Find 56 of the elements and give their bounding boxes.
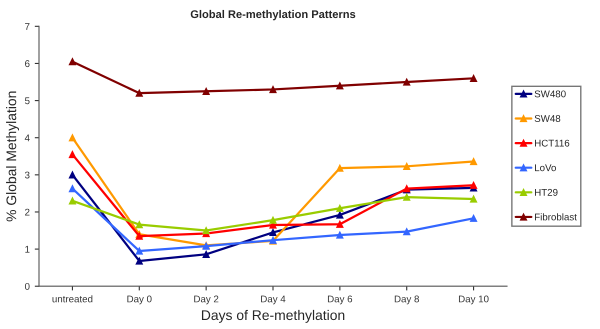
point (68, 58, 76, 66)
point (136, 90, 143, 97)
x-axis-title: Days of Re-methylation (202, 310, 344, 323)
point (403, 228, 410, 236)
y-axis-title: % Global Methylation (6, 92, 20, 222)
point (202, 226, 210, 234)
y-tick-label: 0 (24, 282, 30, 290)
point (336, 211, 344, 219)
point (336, 231, 344, 239)
point (269, 228, 277, 236)
y-tick-label: 2 (25, 208, 30, 216)
point (336, 220, 344, 228)
point (403, 78, 410, 86)
point (68, 150, 76, 158)
point (68, 184, 76, 192)
y-tick-label: 1 (25, 246, 30, 253)
x-tick-label: Day 4 (261, 296, 286, 304)
point (336, 204, 344, 212)
x-tick-label: Day 6 (328, 296, 352, 304)
x-tick-label: Day 2 (194, 296, 218, 304)
point (136, 220, 143, 228)
y-tick-label: 5 (24, 97, 30, 104)
x-tick-label: untreated (52, 295, 92, 302)
y-tick-label: 4 (24, 134, 30, 142)
point (202, 250, 210, 258)
point (269, 86, 277, 94)
point (202, 88, 210, 95)
point (470, 74, 478, 82)
point (470, 182, 478, 189)
y-tick-label: 6 (25, 60, 30, 68)
x-tick-label: Day 8 (394, 296, 419, 304)
point (269, 216, 277, 224)
point (136, 247, 143, 255)
point (403, 162, 410, 170)
legend-label: LoVo (535, 164, 556, 172)
point (68, 171, 76, 178)
point (68, 197, 76, 204)
x-tick-label: Day 10 (458, 296, 489, 304)
point (68, 134, 76, 142)
x-tick-label: Day 0 (127, 296, 152, 304)
y-tick-label: 3 (24, 172, 30, 178)
point (336, 82, 344, 90)
legend-label: HCT116 (535, 140, 570, 147)
legend-label: SW480 (534, 90, 566, 98)
legend-label: HT29 (535, 188, 558, 196)
y-tick-label: 7 (25, 23, 30, 30)
chart-title: Global Re-methylation Patterns (190, 10, 356, 20)
legend-label: Fibroblast (535, 213, 577, 220)
point (336, 164, 344, 172)
point (136, 232, 143, 240)
point (136, 257, 143, 265)
point (470, 195, 478, 203)
point (470, 214, 478, 222)
legend-label: SW48 (534, 115, 560, 122)
point (403, 193, 410, 201)
point (470, 158, 478, 166)
